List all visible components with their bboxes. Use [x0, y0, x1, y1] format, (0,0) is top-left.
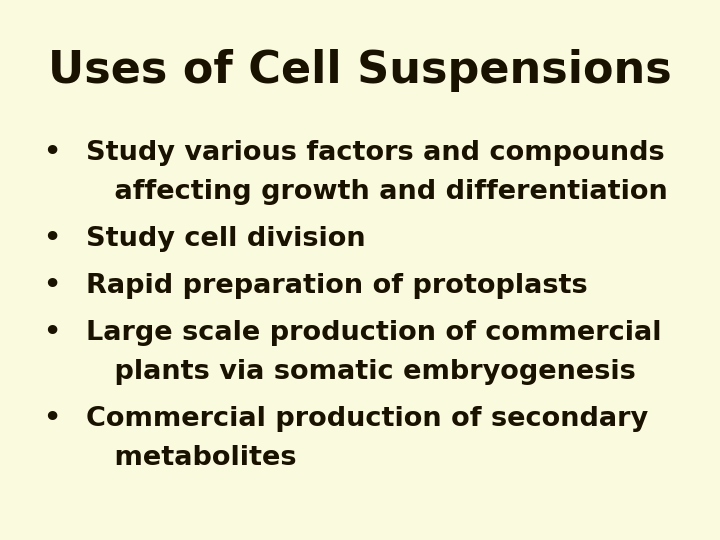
Text: •: •	[43, 226, 60, 252]
Text: •: •	[43, 140, 60, 166]
Text: metabolites: metabolites	[86, 445, 297, 471]
Text: Study various factors and compounds: Study various factors and compounds	[86, 140, 665, 166]
Text: Uses of Cell Suspensions: Uses of Cell Suspensions	[48, 49, 672, 92]
Text: •: •	[43, 406, 60, 432]
Text: affecting growth and differentiation: affecting growth and differentiation	[86, 179, 668, 205]
Text: Study cell division: Study cell division	[86, 226, 366, 252]
Text: plants via somatic embryogenesis: plants via somatic embryogenesis	[86, 359, 636, 385]
Text: •: •	[43, 320, 60, 346]
Text: Rapid preparation of protoplasts: Rapid preparation of protoplasts	[86, 273, 588, 299]
Text: Large scale production of commercial: Large scale production of commercial	[86, 320, 662, 346]
Text: •: •	[43, 273, 60, 299]
Text: Commercial production of secondary: Commercial production of secondary	[86, 406, 649, 432]
